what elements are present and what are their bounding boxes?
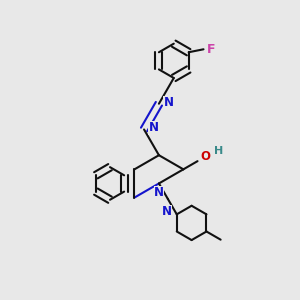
Text: H: H (214, 146, 224, 156)
Text: N: N (148, 122, 159, 134)
Text: N: N (162, 205, 172, 218)
Text: N: N (164, 96, 173, 109)
Text: N: N (154, 186, 164, 199)
Text: O: O (200, 150, 210, 163)
Text: F: F (207, 43, 215, 56)
